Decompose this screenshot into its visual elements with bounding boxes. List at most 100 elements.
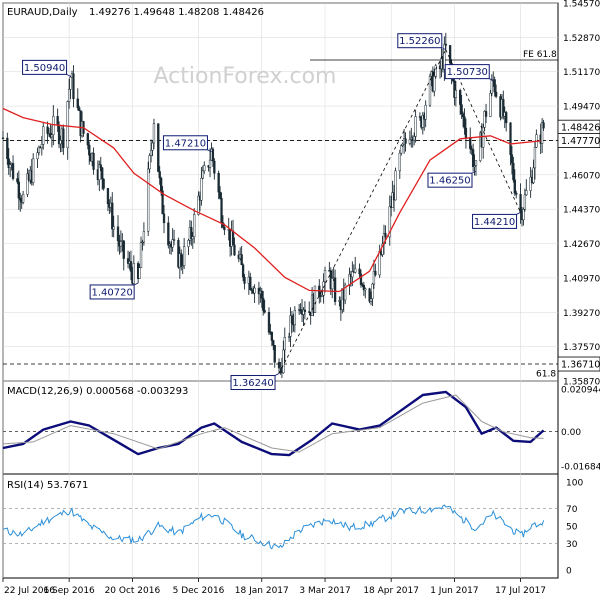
candle-body (454, 90, 458, 98)
candle-body (267, 312, 271, 333)
candle-body (26, 173, 29, 195)
x-tick-label: 3 Mar 2017 (299, 586, 350, 596)
candle-body (92, 152, 95, 170)
candle-body (86, 133, 89, 146)
candle-body (231, 230, 235, 246)
ma-line (2, 107, 541, 293)
candle-body (299, 309, 302, 312)
candle-body (400, 145, 403, 154)
candle-body (220, 198, 223, 223)
candle-body (270, 332, 273, 341)
candle-body (289, 315, 292, 337)
candle-body (482, 127, 485, 148)
candle-body (493, 79, 496, 93)
x-tick-label: 18 Apr 2017 (363, 586, 419, 596)
candle-body (218, 191, 222, 199)
candle-body (413, 136, 416, 141)
candle-body (157, 123, 160, 172)
candle-body (362, 285, 366, 291)
candle-body (37, 146, 41, 153)
pivot-label-text: 1.36240 (232, 378, 273, 389)
price-tick-label: 1.42670 (563, 240, 600, 250)
candle-body (243, 276, 246, 284)
candle-body (59, 140, 62, 145)
candle-body (78, 107, 81, 111)
candle-body (398, 152, 401, 172)
candle-body (99, 164, 102, 169)
candle-body (122, 240, 125, 259)
candle-body (358, 268, 361, 275)
candle-body (374, 271, 377, 276)
candle-body (142, 230, 146, 243)
candle-body (116, 226, 120, 242)
candle-body (502, 99, 505, 117)
x-tick-label: 18 Jan 2017 (235, 586, 289, 596)
pivot-label-text: 1.50730 (447, 67, 488, 78)
candle-body (16, 178, 19, 183)
candle-body (211, 148, 215, 162)
pivot-label-box (230, 375, 276, 391)
candle-body (282, 349, 285, 374)
candle-body (542, 122, 545, 129)
candle-body (328, 270, 331, 272)
candle-body (463, 116, 466, 129)
candle-body (321, 295, 324, 297)
candle-body (263, 310, 266, 313)
macd-tick-label: -0.016849 (561, 463, 600, 473)
price-tick-label: 1.35870 (563, 378, 600, 388)
candle-body (433, 76, 436, 92)
candle-body (421, 114, 424, 128)
candle-body (253, 287, 256, 294)
pivot-label-box (444, 64, 490, 80)
pivot-label-box (89, 284, 135, 300)
candle-body (384, 233, 387, 238)
candle-body (453, 80, 456, 98)
price-tick-label: 1.37570 (563, 343, 600, 353)
candle-body (1, 137, 5, 139)
candle-body (540, 122, 544, 144)
candle-body (533, 147, 537, 169)
candle-body (201, 170, 204, 179)
candle-body (381, 243, 384, 255)
candle-body (525, 190, 528, 196)
pivot-label-text: 1.52260 (399, 36, 440, 47)
candle-body (523, 194, 527, 210)
pivot-label-text: 1.44210 (474, 217, 515, 228)
candle-body (193, 214, 196, 238)
candle-body (147, 168, 150, 232)
pivot-label-box (472, 213, 518, 229)
candle-body (36, 152, 39, 160)
candle-body (344, 284, 347, 301)
candle-body (372, 271, 376, 285)
macd-lines (2, 390, 545, 457)
candle-body (510, 154, 514, 164)
candle-body (313, 285, 317, 313)
candle-body (513, 179, 516, 194)
support-price-tag-box (557, 356, 600, 372)
candle-body (448, 45, 452, 64)
price-tick-label: 1.40970 (563, 274, 600, 284)
candle-body (272, 340, 275, 346)
x-tick-label: 20 Oct 2016 (105, 586, 161, 596)
candle-body (191, 236, 194, 240)
pivot-label-connector (516, 212, 521, 215)
candle-body (509, 122, 512, 155)
macd-panel (2, 380, 559, 475)
candle-body (331, 278, 334, 290)
candle-body (428, 75, 432, 106)
candle-body (241, 264, 245, 278)
candle-body (52, 116, 55, 135)
candle-body (101, 167, 104, 180)
x-tick-label: 5 Dec 2016 (173, 586, 225, 596)
candle-body (323, 270, 327, 283)
candle-body (187, 240, 190, 247)
candle-body (139, 242, 143, 268)
pivot-label-connector (489, 78, 494, 81)
candle-body (197, 195, 200, 215)
price-tick-label: 1.51170 (563, 68, 600, 78)
candle-body (32, 158, 35, 183)
candle-body (369, 298, 373, 302)
candle-body (151, 142, 154, 151)
candle-body (359, 273, 363, 285)
